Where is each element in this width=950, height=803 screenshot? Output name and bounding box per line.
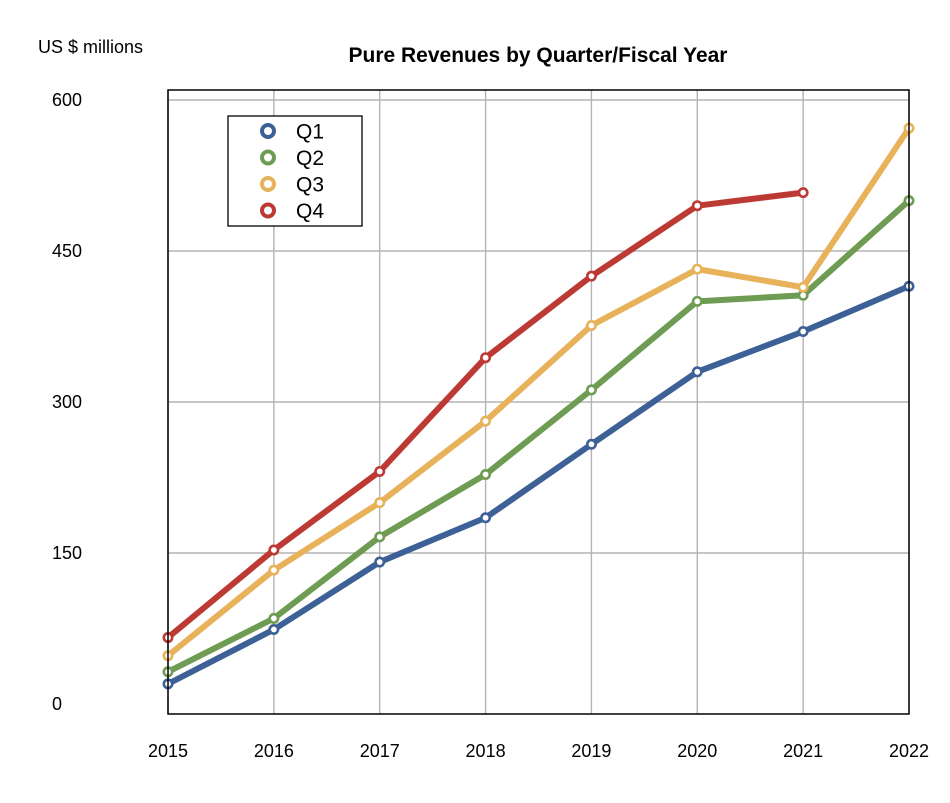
- series-q1: [162, 280, 915, 690]
- legend-marker: [260, 123, 276, 139]
- x-tick-label: 2016: [254, 741, 294, 761]
- y-tick-label: 150: [52, 543, 82, 563]
- data-point: [691, 200, 703, 212]
- x-tick-label: 2019: [571, 741, 611, 761]
- series-q2: [162, 195, 915, 678]
- data-series: [162, 122, 915, 690]
- legend-marker: [260, 202, 276, 219]
- data-point: [374, 556, 386, 568]
- legend-label: Q1: [296, 121, 324, 144]
- x-tick-label: 2020: [677, 741, 717, 761]
- data-point: [268, 624, 280, 636]
- legend-marker: [260, 176, 276, 192]
- x-tick-label: 2018: [466, 741, 506, 761]
- series-line-q1: [165, 283, 912, 687]
- data-point: [691, 295, 703, 307]
- y-tick-label: 300: [52, 392, 82, 412]
- x-tick-label: 2017: [360, 741, 400, 761]
- data-point: [585, 384, 597, 396]
- y-tick-label: 450: [52, 241, 82, 261]
- data-point: [480, 352, 492, 364]
- data-point: [480, 468, 492, 480]
- data-point: [797, 187, 809, 199]
- series-q4: [162, 187, 809, 644]
- data-point: [268, 564, 280, 576]
- legend-label: Q3: [296, 174, 324, 197]
- data-point: [268, 544, 280, 556]
- data-point: [797, 281, 809, 293]
- y-axis-unit-label: US $ millions: [38, 37, 143, 57]
- legend-box: [227, 115, 363, 227]
- legend-label: Q2: [296, 147, 324, 170]
- data-point: [585, 438, 597, 450]
- x-tick-label: 2021: [783, 741, 823, 761]
- data-point: [797, 326, 809, 338]
- x-axis-ticks: 2015 2016 2017 2018 2019 2020 2021 2022: [148, 741, 929, 761]
- series-line-q2: [165, 197, 912, 675]
- series-line-q3: [165, 125, 912, 659]
- y-axis-ticks: 0 150 300 450 600: [52, 90, 82, 714]
- legend-label: Q4: [296, 200, 324, 223]
- y-tick-label: 600: [52, 90, 82, 110]
- legend: Q1 Q2 Q3 Q4: [227, 115, 363, 227]
- y-tick-label: 0: [52, 694, 62, 714]
- data-point: [585, 319, 597, 331]
- data-point: [691, 263, 703, 275]
- data-point: [480, 415, 492, 427]
- data-point: [374, 465, 386, 477]
- x-tick-label: 2022: [889, 741, 929, 761]
- data-point: [374, 531, 386, 543]
- data-point: [268, 612, 280, 624]
- data-point: [691, 366, 703, 378]
- x-tick-label: 2015: [148, 741, 188, 761]
- data-point: [374, 497, 386, 509]
- legend-marker: [260, 149, 276, 166]
- data-point: [585, 270, 597, 282]
- data-point: [480, 512, 492, 524]
- plot-frame: [167, 89, 910, 715]
- chart-title: Pure Revenues by Quarter/Fiscal Year: [349, 44, 728, 67]
